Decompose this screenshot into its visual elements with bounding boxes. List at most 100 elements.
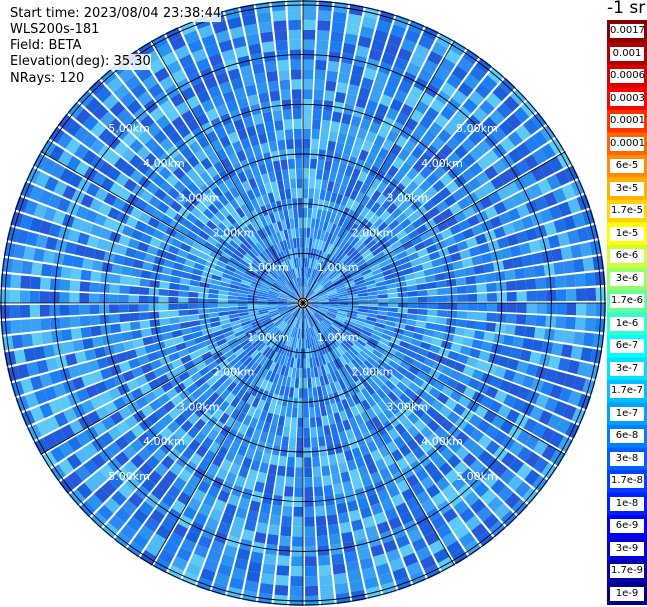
ray-bin bbox=[486, 292, 498, 302]
ray-bin bbox=[311, 327, 316, 337]
ray-bin bbox=[152, 386, 166, 398]
ray-bin bbox=[377, 147, 389, 160]
ray-bin bbox=[471, 339, 484, 350]
ray-bin bbox=[232, 360, 243, 371]
ray-bin bbox=[225, 165, 237, 178]
ray-bin bbox=[67, 436, 83, 452]
ray-bin bbox=[471, 255, 483, 266]
ray-bin bbox=[186, 168, 199, 181]
ray-bin bbox=[388, 298, 399, 303]
ray-bin bbox=[390, 24, 406, 38]
ray-bin bbox=[216, 338, 228, 347]
ray-bin bbox=[303, 378, 308, 389]
ray-bin bbox=[194, 235, 207, 246]
ray-bin bbox=[428, 539, 445, 555]
ray-bin bbox=[144, 371, 157, 383]
ray-bin bbox=[562, 215, 576, 231]
ray-bin bbox=[259, 583, 274, 595]
ray-bin bbox=[321, 415, 329, 427]
ray-bin bbox=[362, 515, 376, 529]
ray-bin bbox=[168, 303, 179, 310]
ray-bin bbox=[338, 298, 349, 301]
ray-bin bbox=[281, 515, 292, 527]
ray-bin bbox=[378, 572, 394, 586]
ray-bin bbox=[254, 257, 264, 266]
ray-bin bbox=[366, 440, 378, 453]
ray-bin bbox=[291, 89, 302, 100]
ray-bin bbox=[331, 21, 346, 33]
ray-bin bbox=[191, 241, 204, 251]
ray-bin bbox=[391, 386, 404, 398]
ray-bin bbox=[308, 317, 314, 327]
ray-bin bbox=[299, 227, 303, 238]
ray-bin bbox=[129, 277, 141, 286]
ray-bin bbox=[348, 300, 359, 303]
ray-bin bbox=[39, 220, 52, 235]
ray-bin bbox=[444, 236, 456, 247]
ray-bin bbox=[259, 462, 269, 474]
ray-bin bbox=[187, 154, 200, 168]
ray-bin bbox=[396, 457, 409, 471]
ray-bin bbox=[232, 36, 247, 49]
ray-bin bbox=[243, 356, 253, 367]
ray-bin bbox=[279, 189, 286, 201]
ray-bin bbox=[402, 267, 414, 276]
ray-bin bbox=[419, 230, 432, 241]
ray-bin bbox=[533, 457, 549, 474]
ray-bin bbox=[345, 23, 360, 36]
ray-bin bbox=[113, 342, 126, 354]
ray-bin bbox=[380, 264, 392, 272]
ray-bin bbox=[337, 216, 346, 227]
ray-bin bbox=[195, 201, 208, 213]
ray-bin bbox=[450, 369, 463, 381]
ray-bin bbox=[34, 389, 48, 405]
azimuth-line bbox=[40, 302, 304, 455]
ray-bin bbox=[348, 417, 358, 429]
ray-bin bbox=[124, 415, 138, 429]
ray-bin bbox=[437, 310, 448, 318]
ray-bin bbox=[384, 325, 395, 332]
ray-bin bbox=[252, 231, 262, 243]
ray-bin bbox=[240, 317, 251, 324]
ray-bin bbox=[283, 313, 292, 321]
ray-bin bbox=[459, 507, 475, 523]
ray-bin bbox=[247, 303, 258, 306]
ray-bin bbox=[272, 267, 281, 277]
ray-bin bbox=[345, 408, 354, 420]
ray-bin bbox=[241, 529, 255, 542]
ray-bin bbox=[310, 427, 318, 438]
ring-label: 3.00km bbox=[387, 192, 429, 205]
ray-bin bbox=[172, 167, 186, 180]
ray-bin bbox=[361, 567, 377, 580]
ray-bin bbox=[341, 242, 350, 252]
ray-bin bbox=[317, 159, 325, 170]
ray-bin bbox=[227, 16, 243, 30]
ray-bin bbox=[276, 242, 283, 253]
ray-bin bbox=[484, 272, 496, 283]
ray-bin bbox=[256, 522, 268, 534]
ray-bin bbox=[288, 315, 295, 325]
ray-bin bbox=[277, 305, 288, 309]
ray-bin bbox=[325, 80, 337, 92]
ray-bin bbox=[485, 92, 502, 109]
ray-bin bbox=[212, 454, 224, 468]
ray-bin bbox=[334, 319, 344, 326]
ray-bin bbox=[417, 303, 428, 309]
ray-bin bbox=[250, 317, 261, 323]
ray-bin bbox=[377, 125, 390, 139]
ray-bin bbox=[279, 79, 291, 91]
ray-bin bbox=[165, 388, 178, 400]
ray-bin bbox=[312, 198, 319, 209]
ray-bin bbox=[238, 293, 249, 298]
ray-bin bbox=[91, 453, 106, 469]
ray-bin bbox=[439, 405, 452, 418]
ray-bin bbox=[427, 309, 438, 317]
ray-bin bbox=[118, 361, 131, 373]
ray-bin bbox=[54, 411, 69, 428]
ray-bin bbox=[404, 324, 416, 332]
ray-bin bbox=[328, 524, 340, 536]
ray-bin bbox=[292, 279, 298, 289]
ray-bin bbox=[446, 73, 462, 89]
ray-bin bbox=[525, 314, 537, 326]
ray-bin bbox=[321, 277, 330, 286]
